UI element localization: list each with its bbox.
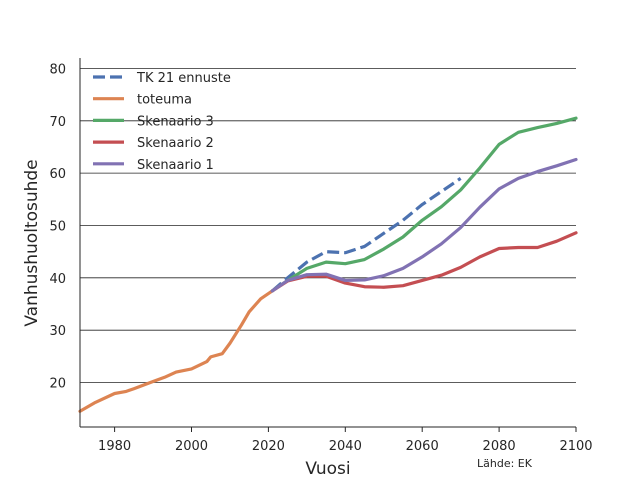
series-line-3	[270, 231, 578, 293]
legend-label-2: Skenaario 3	[137, 114, 214, 129]
x-tick-label: 2080	[483, 439, 516, 454]
x-tick-label: 2060	[406, 439, 439, 454]
source-note: Lähde: EK	[477, 457, 533, 470]
x-tick-label: 2040	[329, 439, 362, 454]
x-tick-label: 1980	[98, 439, 131, 454]
y-tick-label: 30	[49, 324, 66, 339]
y-axis-label: Vanhushuoltosuhde	[22, 159, 42, 326]
legend-label-0: TK 21 ennuste	[136, 71, 231, 86]
y-tick-label: 60	[49, 167, 66, 182]
series-lines	[78, 116, 578, 413]
y-tick-label: 80	[49, 62, 66, 77]
legend-label-3: Skenaario 2	[137, 136, 214, 151]
legend-label-1: toteuma	[137, 93, 192, 108]
legend: TK 21 ennuste toteuma Skenaario 3 Skenaario…	[93, 71, 231, 173]
x-tick-label: 2000	[175, 439, 208, 454]
series-line-4	[270, 157, 578, 293]
y-tick-label: 70	[49, 115, 66, 130]
series-line-0	[271, 177, 462, 293]
y-tick-labels: 20 30 40 50 60 70 80	[49, 62, 66, 391]
series-line-1	[78, 289, 274, 413]
y-tick-label: 50	[49, 219, 66, 234]
x-axis-label: Vuosi	[305, 459, 350, 479]
x-tick-label: 2100	[559, 439, 592, 454]
legend-label-4: Skenaario 1	[137, 158, 214, 173]
y-tick-label: 40	[49, 272, 66, 287]
y-tick-label: 20	[49, 377, 66, 392]
series-line-2	[270, 116, 578, 293]
x-tick-label: 2020	[252, 439, 285, 454]
x-tick-labels: 1980 2000 2020 2040 2060 2080 2100	[98, 427, 593, 454]
